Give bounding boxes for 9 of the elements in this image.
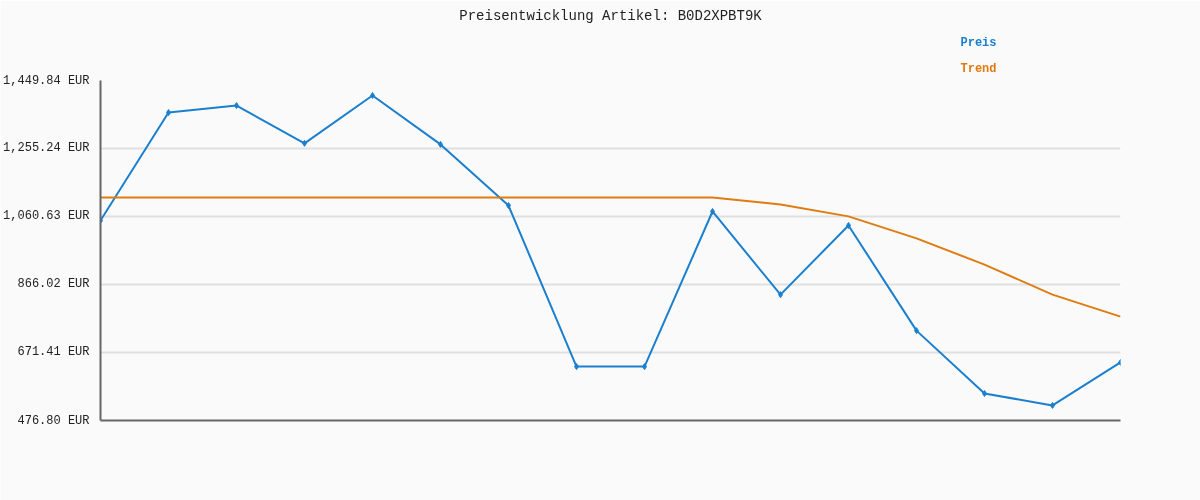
- text: Preis: [960, 35, 997, 50]
- y-tick-label: 671.41 EUR: [17, 345, 90, 360]
- y-tick-label: 1,449.84 EUR: [3, 73, 90, 88]
- y-tick-label: 866.02 EUR: [17, 277, 90, 292]
- chart-title: Preisentwicklung Artikel: B0D2XPBT9K: [459, 7, 763, 24]
- y-tick-label: 476.80 EUR: [17, 413, 90, 428]
- y-tick-label: 1,255.24 EUR: [3, 141, 90, 156]
- text: Trend: [960, 61, 997, 76]
- y-tick-label: 1,060.63 EUR: [3, 209, 90, 224]
